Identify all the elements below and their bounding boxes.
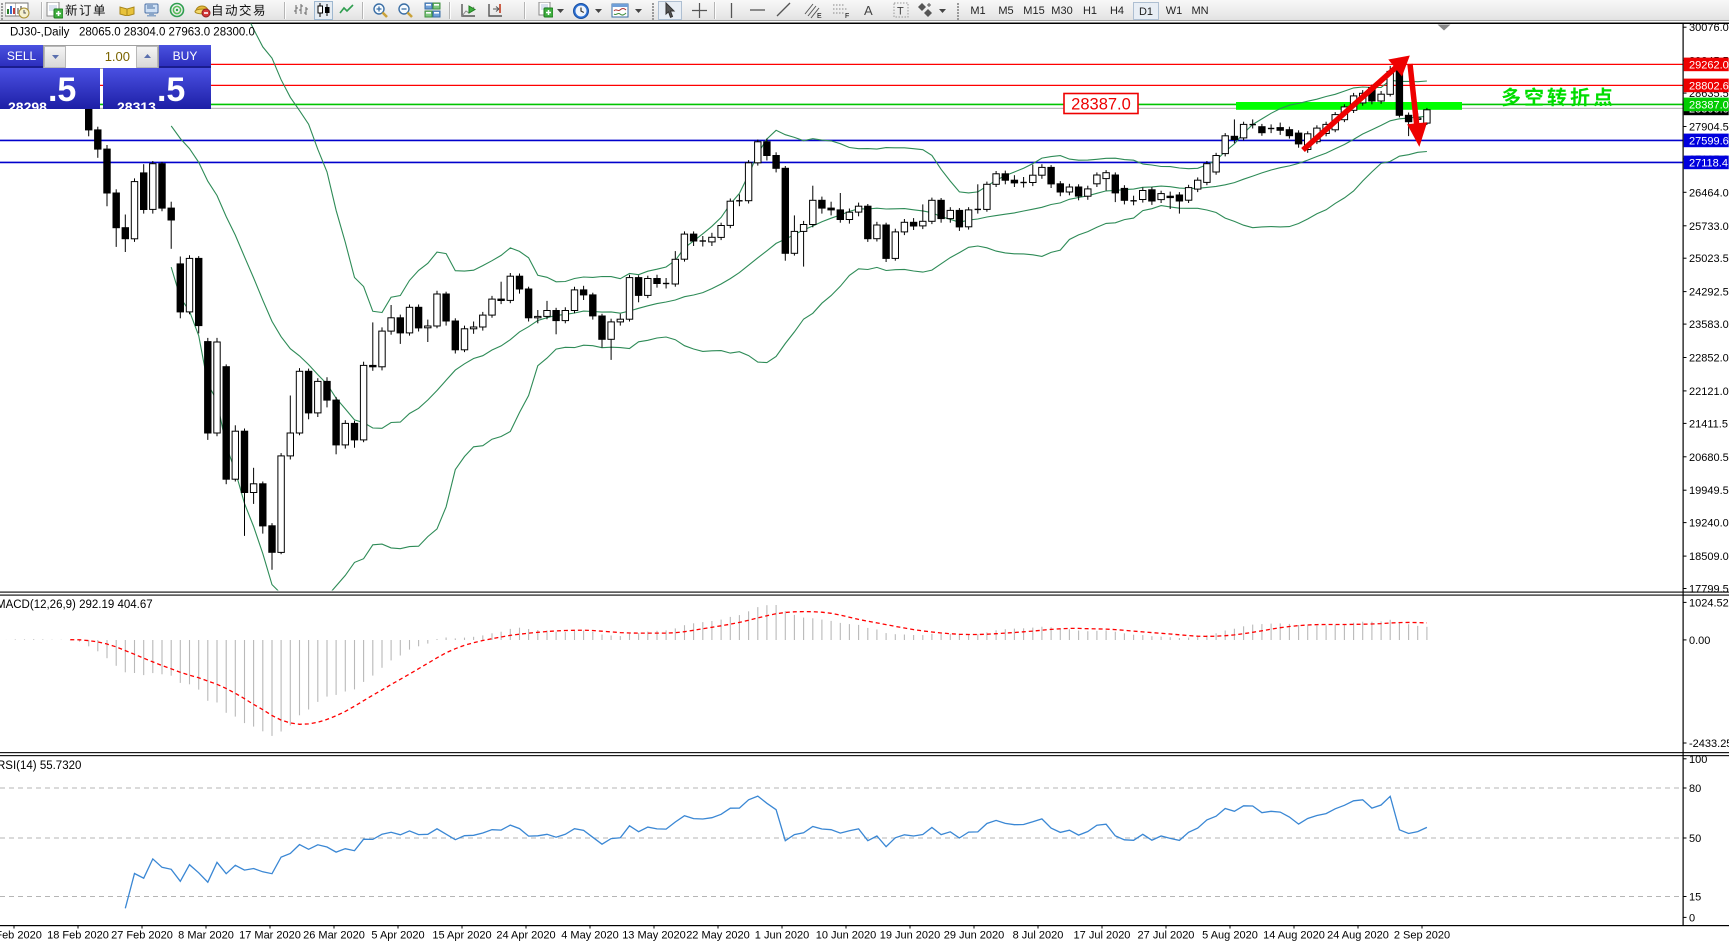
svg-text:22 May 2020: 22 May 2020 <box>686 930 750 942</box>
svg-text:RSI(14) 55.7320: RSI(14) 55.7320 <box>0 760 81 772</box>
svg-text:26 Mar 2020: 26 Mar 2020 <box>303 930 365 942</box>
svg-text:8 Jul 2020: 8 Jul 2020 <box>1013 930 1064 942</box>
svg-text:28387.0: 28387.0 <box>1689 99 1729 111</box>
svg-text:80: 80 <box>1689 783 1701 795</box>
svg-text:22852.0: 22852.0 <box>1689 353 1729 365</box>
svg-text:28802.6: 28802.6 <box>1689 80 1729 92</box>
svg-text:13 May 2020: 13 May 2020 <box>622 930 686 942</box>
svg-text:DJ30-,Daily 28065.0 28304.0: DJ30-,Daily 28065.0 28304.0 27963.0 2830… <box>10 27 255 39</box>
svg-text:29262.0: 29262.0 <box>1689 59 1729 71</box>
svg-text:5 Apr 2020: 5 Apr 2020 <box>371 930 424 942</box>
svg-text:23583.0: 23583.0 <box>1689 319 1729 331</box>
svg-text:50: 50 <box>1689 833 1701 845</box>
svg-text:17799.5: 17799.5 <box>1689 584 1729 596</box>
svg-text:T: T <box>897 6 904 18</box>
svg-text:21411.5: 21411.5 <box>1689 418 1728 430</box>
svg-text:20680.5: 20680.5 <box>1689 452 1729 464</box>
svg-text:27599.6: 27599.6 <box>1689 135 1729 147</box>
svg-text:MACD(12,26,9) 292.19 404.67: MACD(12,26,9) 292.19 404.67 <box>0 599 153 611</box>
svg-text:30076.0: 30076.0 <box>1689 22 1729 34</box>
svg-text:2 Sep 2020: 2 Sep 2020 <box>1394 930 1450 942</box>
svg-text:17 Mar 2020: 17 Mar 2020 <box>239 930 301 942</box>
svg-text:19 Jun 2020: 19 Jun 2020 <box>880 930 941 942</box>
svg-text:15: 15 <box>1689 892 1701 904</box>
svg-text:7 Feb 2020: 7 Feb 2020 <box>0 930 42 942</box>
svg-text:27 Jul 2020: 27 Jul 2020 <box>1138 930 1195 942</box>
svg-text:0: 0 <box>1689 912 1695 924</box>
svg-text:14 Aug 2020: 14 Aug 2020 <box>1263 930 1325 942</box>
svg-text:19949.5: 19949.5 <box>1689 485 1729 497</box>
svg-text:19240.0: 19240.0 <box>1689 518 1729 530</box>
svg-text:25023.5: 25023.5 <box>1689 253 1729 265</box>
svg-text:8 Mar 2020: 8 Mar 2020 <box>178 930 234 942</box>
svg-text:A: A <box>864 3 873 18</box>
svg-text:22121.0: 22121.0 <box>1689 386 1729 398</box>
svg-text:24 Aug 2020: 24 Aug 2020 <box>1327 930 1389 942</box>
svg-text:18 Feb 2020: 18 Feb 2020 <box>47 930 109 942</box>
svg-text:1 Jun 2020: 1 Jun 2020 <box>755 930 809 942</box>
svg-text:17 Jul 2020: 17 Jul 2020 <box>1074 930 1131 942</box>
svg-text:10 Jun 2020: 10 Jun 2020 <box>816 930 877 942</box>
svg-text:27 Feb 2020: 27 Feb 2020 <box>111 930 173 942</box>
svg-text:15 Apr 2020: 15 Apr 2020 <box>432 930 491 942</box>
svg-text:1024.52: 1024.52 <box>1689 597 1729 609</box>
svg-text:27904.5: 27904.5 <box>1689 122 1729 134</box>
svg-text:E: E <box>817 13 822 20</box>
svg-text:28387.0: 28387.0 <box>1071 96 1131 114</box>
svg-text:4 May 2020: 4 May 2020 <box>561 930 618 942</box>
svg-text:24 Apr 2020: 24 Apr 2020 <box>496 930 555 942</box>
svg-text:0.00: 0.00 <box>1689 635 1710 647</box>
svg-text:-2433.25: -2433.25 <box>1689 738 1729 750</box>
svg-text:26464.0: 26464.0 <box>1689 187 1729 199</box>
svg-text:27118.4: 27118.4 <box>1689 157 1728 169</box>
svg-text:29 Jun 2020: 29 Jun 2020 <box>944 930 1005 942</box>
svg-text:F: F <box>845 13 849 20</box>
svg-text:100: 100 <box>1689 754 1707 766</box>
svg-text:5 Aug 2020: 5 Aug 2020 <box>1202 930 1258 942</box>
svg-text:18509.0: 18509.0 <box>1689 551 1729 563</box>
svg-text:24292.5: 24292.5 <box>1689 287 1729 299</box>
svg-text:25733.0: 25733.0 <box>1689 221 1729 233</box>
